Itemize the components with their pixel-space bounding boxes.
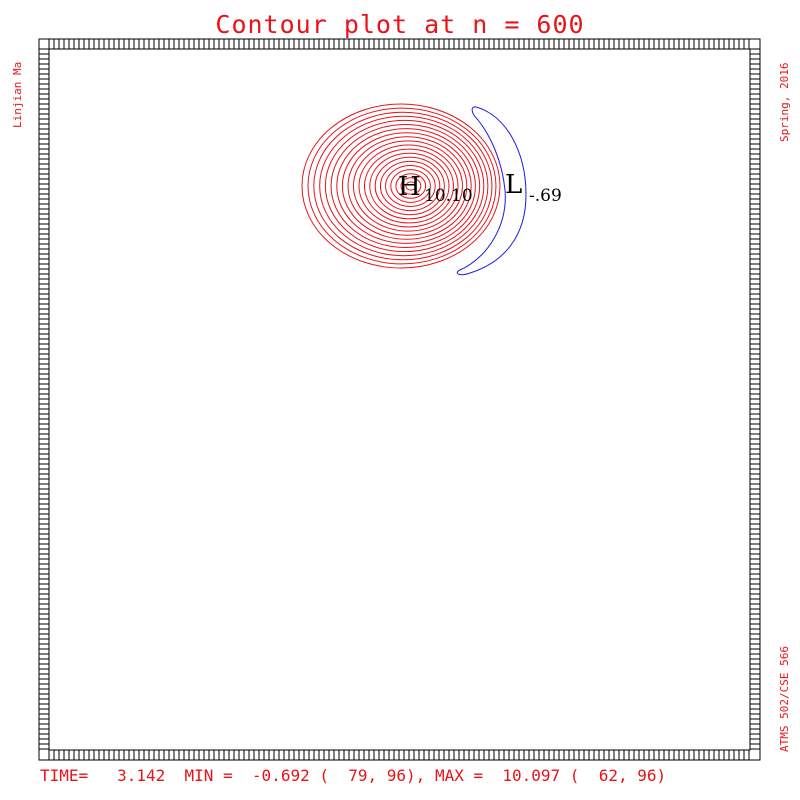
high-label: H 10.10 xyxy=(398,172,473,206)
chart-title: Contour plot at n = 600 xyxy=(215,10,584,39)
contour-ring xyxy=(347,136,468,236)
high-value: 10.10 xyxy=(424,186,473,206)
contour-ring xyxy=(301,103,501,269)
low-label: L -.69 xyxy=(505,170,562,206)
contour-ring xyxy=(324,119,485,253)
contour-ring xyxy=(390,169,431,203)
low-value: -.69 xyxy=(529,186,562,206)
frame-outer xyxy=(38,38,761,761)
low-letter: L xyxy=(505,170,522,200)
contour-ring xyxy=(352,140,463,232)
contour-ring xyxy=(307,107,497,265)
high-letter: H xyxy=(398,172,421,202)
contour-ring xyxy=(313,111,493,261)
contour-ring xyxy=(395,173,427,199)
contour-ring xyxy=(385,165,436,207)
contour-ring xyxy=(341,132,472,240)
positive-contours xyxy=(301,103,501,269)
plot-frame xyxy=(38,38,761,761)
footer-stats: TIME= 3.142 MIN = -0.692 ( 79, 96), MAX … xyxy=(40,766,666,785)
contour-ring xyxy=(400,177,422,195)
contour-ring xyxy=(374,156,445,216)
contour-ring xyxy=(379,160,441,212)
course-label: ATMS 502/CSE 566 xyxy=(778,646,791,752)
contour-ring xyxy=(330,124,481,248)
tick-marks xyxy=(39,39,760,760)
contour-ring xyxy=(358,144,459,228)
negative-contour xyxy=(456,106,527,276)
contour-ring xyxy=(363,148,454,224)
contour-ring xyxy=(336,128,476,244)
author-label: Linjian Ma xyxy=(11,62,24,128)
contour-ring xyxy=(405,181,417,191)
date-label: Spring, 2016 xyxy=(778,63,791,142)
contour-ring xyxy=(319,115,489,257)
contour-ring xyxy=(369,152,450,220)
